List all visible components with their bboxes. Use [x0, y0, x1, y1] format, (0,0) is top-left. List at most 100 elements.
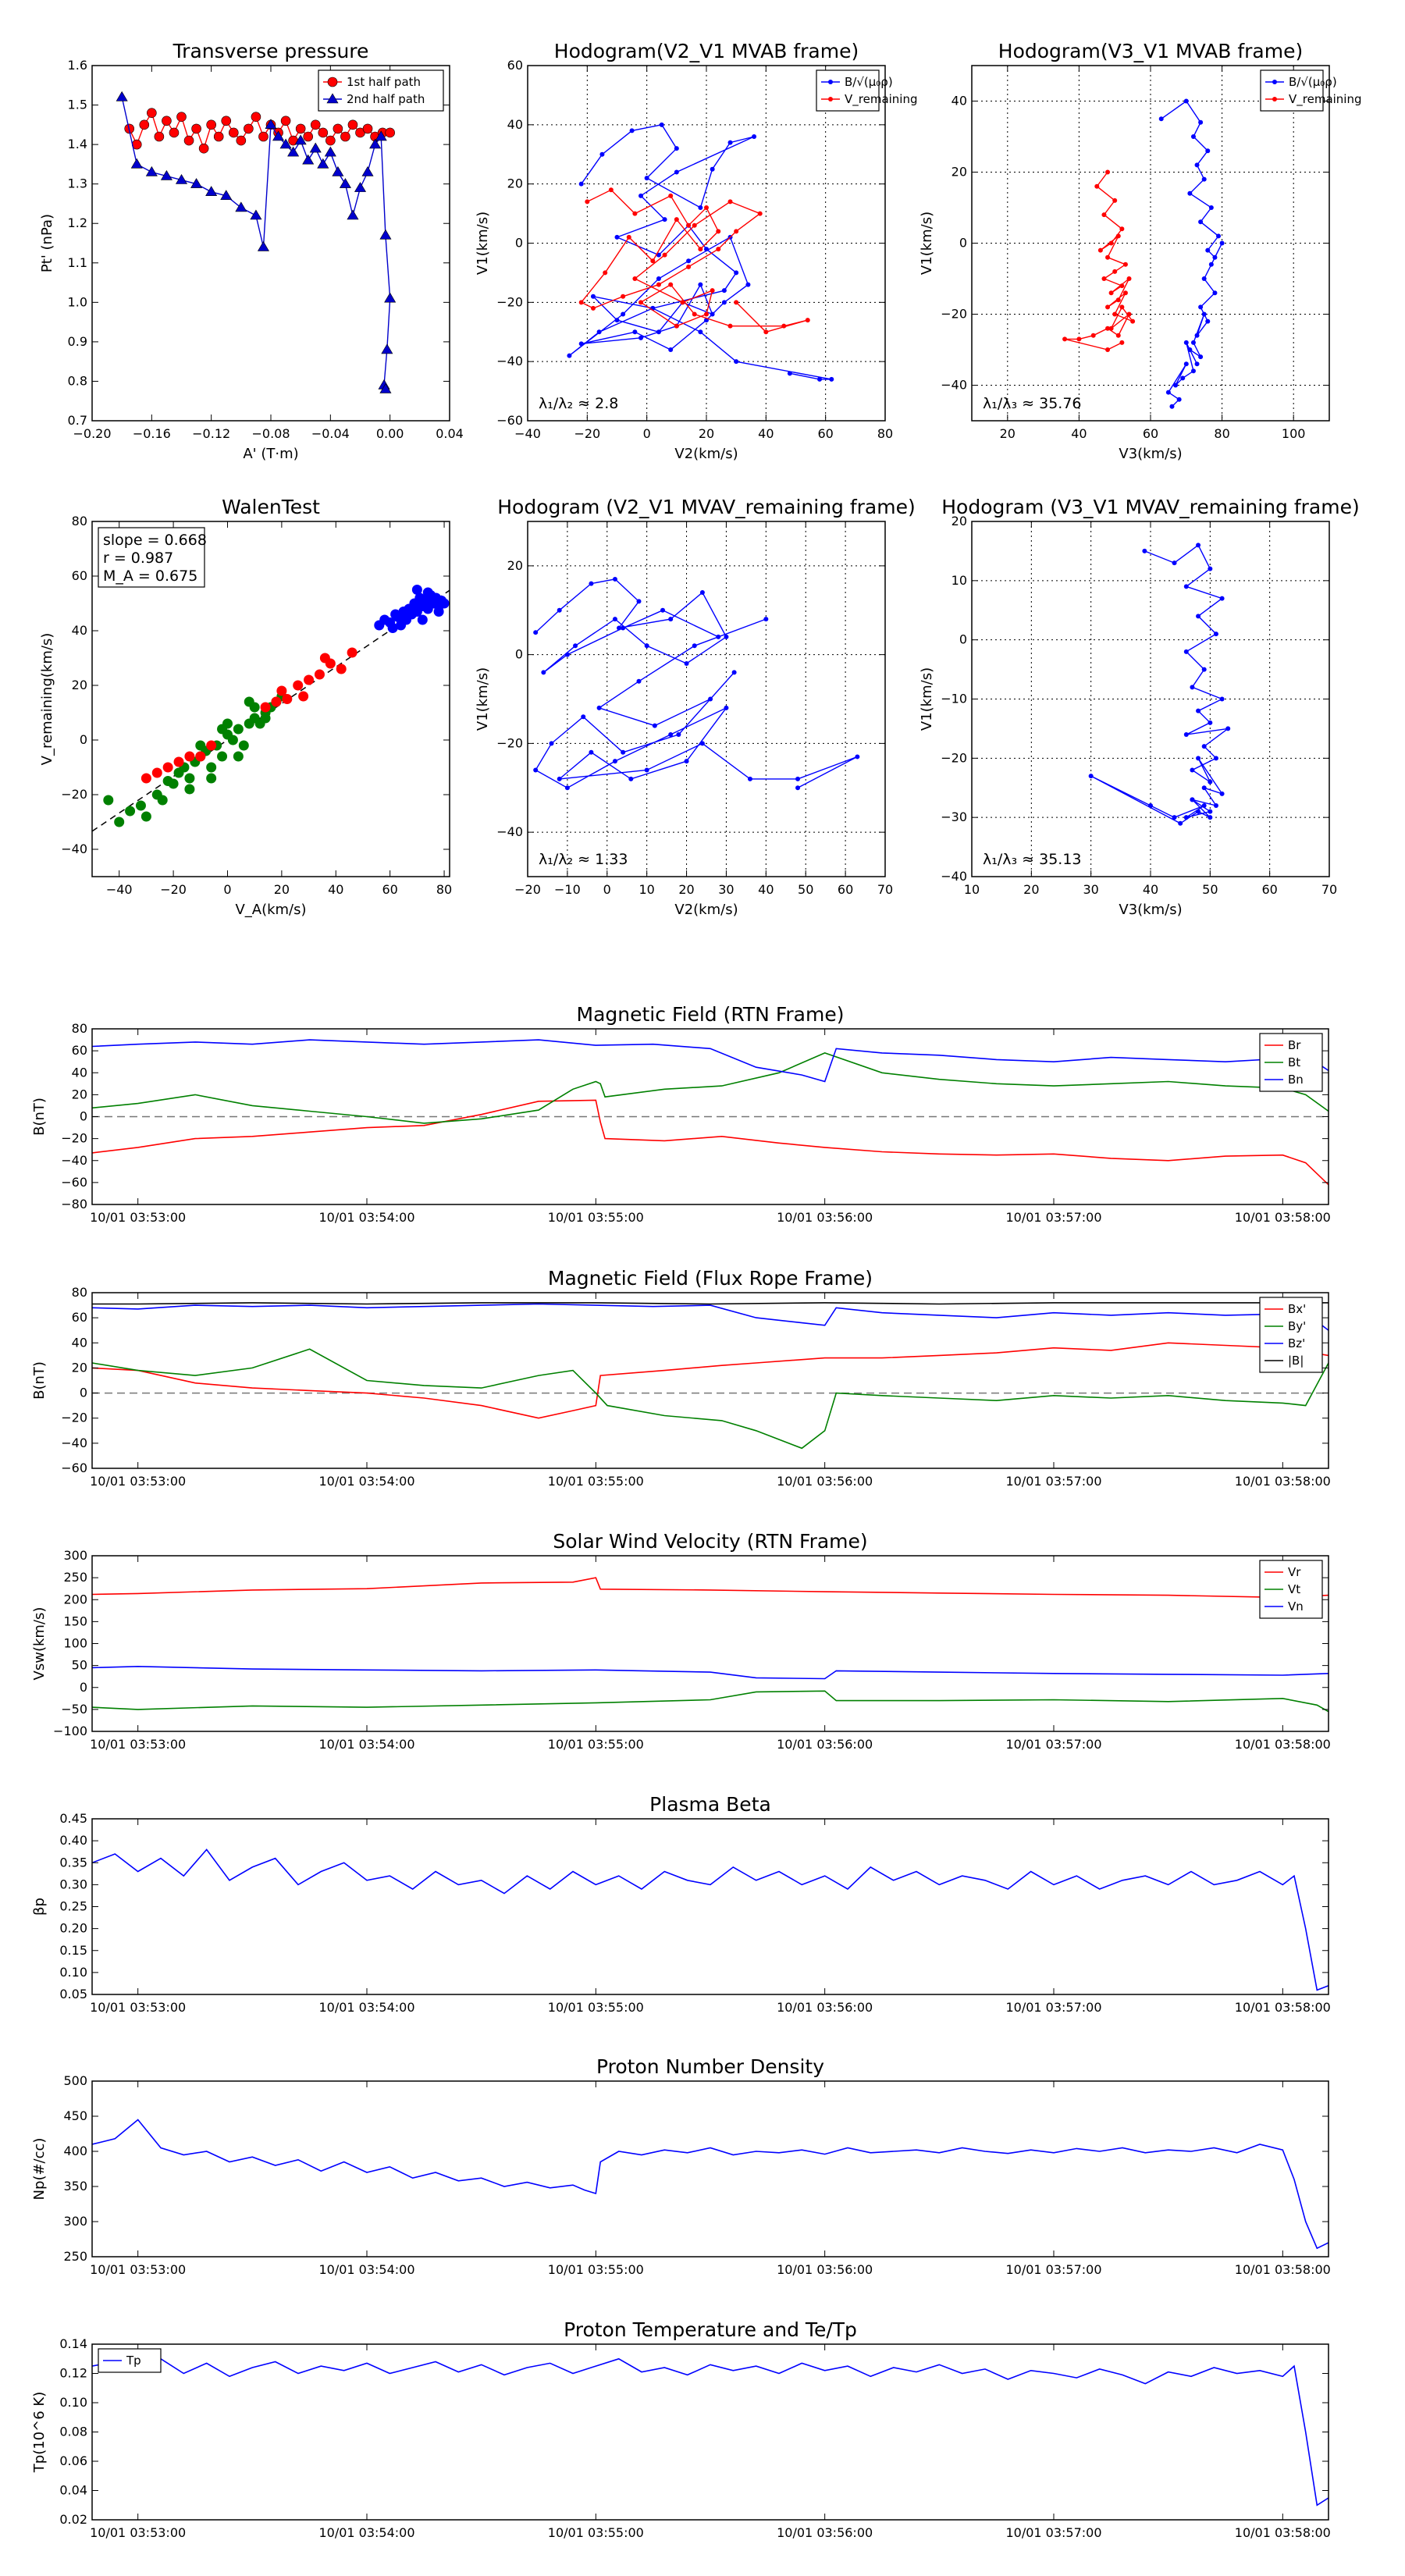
data-point [674, 169, 679, 175]
x-tick-label: 40 [758, 882, 774, 897]
data-point [369, 138, 382, 149]
data-point [1112, 311, 1118, 317]
series-line-0 [568, 124, 832, 380]
data-area [92, 2119, 1329, 2250]
data-point [1115, 333, 1121, 338]
axes-frame [91, 1818, 1329, 1995]
data-point [295, 123, 306, 134]
data-point [721, 300, 727, 305]
data-point [294, 134, 307, 145]
data-point [1108, 326, 1114, 331]
x-tick-label: 10/01 03:53:00 [90, 2262, 186, 2277]
y-tick-label: 0.02 [59, 2512, 87, 2527]
data-point [656, 329, 661, 335]
data-point [1208, 262, 1214, 267]
x-axis-label: V_A(km/s) [235, 902, 306, 918]
data-point [217, 724, 228, 735]
data-point [221, 116, 232, 126]
x-tick-label: 10/01 03:56:00 [777, 2262, 873, 2277]
stats-box-frame [98, 527, 205, 588]
y-tick-label: 0.25 [59, 1899, 87, 1914]
data-area [567, 122, 834, 382]
data-point [621, 294, 626, 299]
chart-title: Magnetic Field (RTN Frame) [577, 1003, 845, 1026]
data-point [1187, 347, 1193, 352]
data-point [385, 127, 395, 138]
data-point [564, 652, 570, 657]
data-point [339, 178, 351, 188]
y-axis-label: V1(km/s) [919, 667, 935, 731]
y-tick-label: 20 [951, 514, 967, 528]
x-tick-label: 10/01 03:57:00 [1005, 2262, 1101, 2277]
y-tick-label: 0.40 [59, 1833, 87, 1848]
data-point [103, 795, 114, 806]
data-point [319, 653, 330, 664]
data-point [855, 754, 860, 760]
data-point [236, 135, 247, 146]
y-tick-label: 450 [63, 2108, 87, 2123]
y-tick-label: 0 [515, 647, 523, 662]
x-tick-label: 10/01 03:54:00 [318, 1210, 414, 1225]
data-point [612, 759, 617, 764]
chart-title: Hodogram (V3_V1 MVAV_remaining frame) [941, 496, 1360, 518]
y-tick-label: 60 [72, 1310, 87, 1325]
y-tick-label: 0 [959, 236, 967, 251]
data-point [228, 127, 239, 138]
x-tick-label: 20 [1000, 426, 1016, 441]
legend: 1st half path 2nd half path [318, 69, 444, 112]
data-area [1062, 98, 1225, 409]
data-point [636, 678, 642, 684]
data-point [233, 724, 244, 735]
y-tick-label: 60 [72, 1043, 87, 1058]
data-point [347, 209, 359, 220]
data-point [1194, 333, 1200, 338]
x-tick-label: 10/01 03:58:00 [1235, 2262, 1331, 2277]
data-point [1208, 809, 1213, 814]
data-point [698, 247, 703, 252]
legend-label: Bt [1288, 1055, 1300, 1069]
y-tick-label: −20 [496, 735, 523, 750]
data-point [578, 341, 584, 347]
y-tick-label: 400 [63, 2144, 87, 2158]
x-tick-label: 70 [877, 882, 893, 897]
data-point [734, 359, 739, 365]
data-point [589, 749, 594, 755]
data-area [1088, 543, 1231, 826]
data-point [293, 680, 304, 691]
data-point [752, 134, 757, 139]
data-point [727, 199, 733, 205]
x-tick-label: 10/01 03:54:00 [318, 1737, 414, 1752]
y-tick-label: −40 [496, 354, 523, 368]
data-point [162, 762, 173, 773]
data-point [332, 165, 344, 176]
x-tick-label: −0.20 [73, 426, 111, 441]
data-point [617, 625, 622, 631]
y-tick-label: 0.04 [59, 2483, 87, 2498]
data-point [271, 696, 282, 707]
x-tick-label: 10/01 03:53:00 [90, 1474, 186, 1489]
data-point [795, 776, 801, 781]
y-tick-label: 80 [72, 1285, 87, 1300]
legend-label: Bx' [1288, 1302, 1306, 1316]
data-point [244, 696, 254, 707]
data-point [298, 691, 309, 702]
data-point [699, 741, 705, 746]
data-point [145, 165, 158, 176]
data-point [638, 335, 644, 340]
y-tick-label: 0.30 [59, 1877, 87, 1891]
data-point [621, 311, 626, 317]
data-point [1190, 340, 1196, 345]
data-point [258, 131, 269, 142]
data-point [183, 135, 194, 146]
data-point [1205, 318, 1211, 324]
y-tick-label: 1.2 [68, 215, 87, 230]
eigenvalue-ratio: λ₁/λ₂ ≈ 2.8 [539, 395, 618, 412]
data-point [140, 811, 151, 822]
data-point [614, 234, 620, 240]
data-point [781, 323, 787, 329]
series-line-1 [121, 97, 391, 390]
data-point [662, 252, 667, 258]
y-tick-label: 0.9 [68, 334, 87, 349]
data-point [184, 751, 195, 762]
data-area [92, 2357, 1329, 2507]
